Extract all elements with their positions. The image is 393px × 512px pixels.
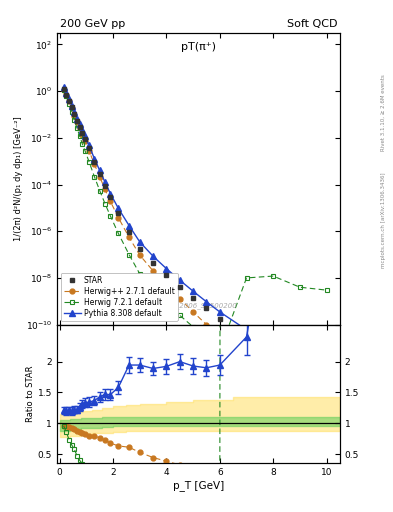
Herwig++ 2.7.1 default <box>72 113 77 119</box>
Pythia 8.308 default <box>191 288 195 294</box>
Y-axis label: Ratio to STAR: Ratio to STAR <box>26 366 35 422</box>
Herwig 7.2.1 default <box>108 213 113 219</box>
Herwig 7.2.1 default <box>61 87 66 93</box>
Pythia 8.308 default <box>164 266 169 272</box>
Herwig 7.2.1 default <box>97 187 102 194</box>
Pythia 8.308 default <box>271 337 275 343</box>
Pythia 8.308 default <box>127 223 131 229</box>
Herwig 7.2.1 default <box>324 287 329 293</box>
Pythia 8.308 default <box>77 121 82 127</box>
Herwig++ 2.7.1 default <box>191 309 195 315</box>
Herwig++ 2.7.1 default <box>217 334 222 340</box>
Text: pT(π⁺): pT(π⁺) <box>181 42 216 52</box>
Herwig 7.2.1 default <box>298 284 302 290</box>
Pythia 8.308 default <box>72 110 77 116</box>
Line: Herwig++ 2.7.1 default: Herwig++ 2.7.1 default <box>64 90 327 402</box>
Herwig++ 2.7.1 default <box>97 174 102 180</box>
Herwig 7.2.1 default <box>69 109 74 115</box>
Text: Soft QCD: Soft QCD <box>286 19 337 29</box>
Herwig++ 2.7.1 default <box>324 399 329 405</box>
Line: Pythia 8.308 default: Pythia 8.308 default <box>64 88 327 341</box>
Pythia 8.308 default <box>67 96 72 102</box>
Pythia 8.308 default <box>177 277 182 283</box>
Pythia 8.308 default <box>324 338 329 344</box>
Pythia 8.308 default <box>75 116 79 122</box>
Herwig++ 2.7.1 default <box>103 186 107 193</box>
Herwig++ 2.7.1 default <box>108 198 113 204</box>
Herwig++ 2.7.1 default <box>67 98 72 104</box>
Herwig++ 2.7.1 default <box>69 105 74 111</box>
Pythia 8.308 default <box>80 127 85 133</box>
Herwig 7.2.1 default <box>151 287 156 293</box>
Herwig++ 2.7.1 default <box>204 322 209 328</box>
Line: Herwig 7.2.1 default: Herwig 7.2.1 default <box>64 90 327 350</box>
Herwig 7.2.1 default <box>75 125 79 131</box>
Pythia 8.308 default <box>108 190 113 197</box>
Text: Rivet 3.1.10, ≥ 2.6M events: Rivet 3.1.10, ≥ 2.6M events <box>381 74 386 151</box>
Pythia 8.308 default <box>103 179 107 185</box>
Herwig++ 2.7.1 default <box>298 385 302 391</box>
Herwig++ 2.7.1 default <box>116 215 121 221</box>
Herwig 7.2.1 default <box>72 117 77 123</box>
Herwig++ 2.7.1 default <box>87 147 92 154</box>
Herwig 7.2.1 default <box>271 273 275 279</box>
Herwig 7.2.1 default <box>138 271 142 277</box>
Herwig 7.2.1 default <box>103 201 107 207</box>
Pythia 8.308 default <box>298 337 302 343</box>
Pythia 8.308 default <box>204 298 209 305</box>
Pythia 8.308 default <box>97 167 102 174</box>
Herwig 7.2.1 default <box>191 324 195 330</box>
Pythia 8.308 default <box>83 133 87 139</box>
Pythia 8.308 default <box>69 102 74 109</box>
Herwig++ 2.7.1 default <box>80 132 85 138</box>
Herwig 7.2.1 default <box>87 159 92 165</box>
Pythia 8.308 default <box>116 205 121 211</box>
Herwig 7.2.1 default <box>127 251 131 258</box>
Herwig++ 2.7.1 default <box>177 295 182 302</box>
Herwig 7.2.1 default <box>92 174 97 180</box>
Herwig 7.2.1 default <box>67 101 72 107</box>
Pythia 8.308 default <box>138 239 142 245</box>
Text: mcplots.cern.ch [arXiv:1306.3436]: mcplots.cern.ch [arXiv:1306.3436] <box>381 173 386 268</box>
Herwig 7.2.1 default <box>64 93 69 99</box>
Pythia 8.308 default <box>87 142 92 148</box>
Herwig 7.2.1 default <box>83 147 87 154</box>
Herwig 7.2.1 default <box>217 347 222 353</box>
Herwig++ 2.7.1 default <box>61 87 66 93</box>
Text: 200 GeV pp: 200 GeV pp <box>60 19 125 29</box>
Pythia 8.308 default <box>217 309 222 315</box>
Herwig++ 2.7.1 default <box>138 252 142 258</box>
Herwig 7.2.1 default <box>116 230 121 237</box>
Pythia 8.308 default <box>64 90 69 96</box>
Pythia 8.308 default <box>61 84 66 91</box>
Herwig 7.2.1 default <box>177 312 182 318</box>
Herwig++ 2.7.1 default <box>77 125 82 131</box>
Text: STAR_2006_S6500200: STAR_2006_S6500200 <box>159 302 238 309</box>
Herwig++ 2.7.1 default <box>164 282 169 288</box>
Herwig 7.2.1 default <box>164 301 169 307</box>
Pythia 8.308 default <box>151 253 156 259</box>
Legend: STAR, Herwig++ 2.7.1 default, Herwig 7.2.1 default, Pythia 8.308 default: STAR, Herwig++ 2.7.1 default, Herwig 7.2… <box>61 273 178 321</box>
Herwig++ 2.7.1 default <box>244 354 249 360</box>
Herwig++ 2.7.1 default <box>83 138 87 144</box>
Herwig++ 2.7.1 default <box>271 371 275 377</box>
Pythia 8.308 default <box>92 156 97 162</box>
Y-axis label: 1/(2π) d²N/(p₁ dy dp₁) [GeV⁻²]: 1/(2π) d²N/(p₁ dy dp₁) [GeV⁻²] <box>14 117 23 241</box>
Herwig 7.2.1 default <box>204 334 209 340</box>
Herwig++ 2.7.1 default <box>64 92 69 98</box>
Pythia 8.308 default <box>244 327 249 333</box>
Herwig 7.2.1 default <box>244 275 249 281</box>
Herwig++ 2.7.1 default <box>75 119 79 125</box>
Herwig 7.2.1 default <box>77 133 82 139</box>
Herwig++ 2.7.1 default <box>127 234 131 240</box>
X-axis label: p_T [GeV]: p_T [GeV] <box>173 480 224 491</box>
Herwig 7.2.1 default <box>80 141 85 147</box>
Herwig++ 2.7.1 default <box>92 161 97 167</box>
Herwig++ 2.7.1 default <box>151 268 156 274</box>
